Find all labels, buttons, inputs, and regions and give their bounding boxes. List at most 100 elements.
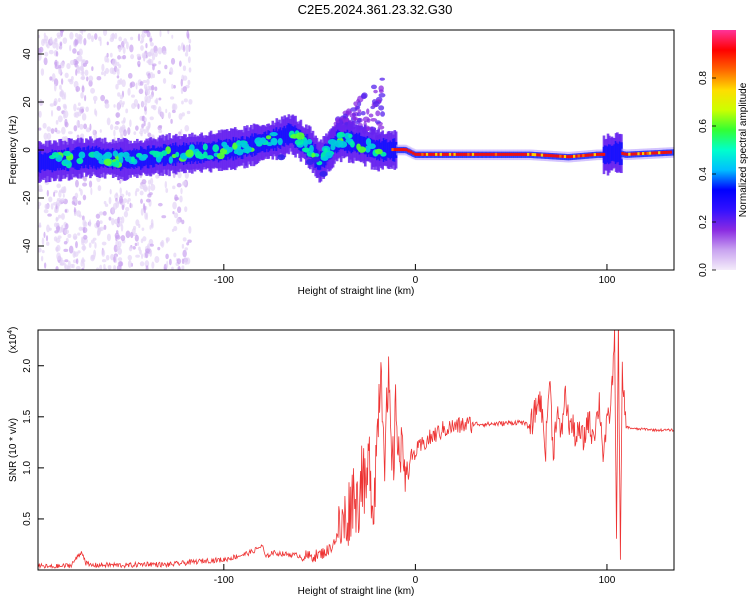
spectrogram-speckle <box>56 244 61 252</box>
spectrogram-speckle <box>139 190 144 196</box>
spectrogram-peak <box>550 154 553 158</box>
spectrogram-speckle <box>127 87 131 96</box>
colorbar-tick-label: 0.0 <box>698 263 709 277</box>
spectrogram-blob <box>216 152 225 160</box>
spectrogram-peak <box>393 148 397 152</box>
spectrogram-peak <box>625 152 629 156</box>
spectrogram-speckle <box>144 99 148 107</box>
spectrogram-peak <box>469 152 472 156</box>
spectrogram-peak <box>623 152 626 156</box>
spectrogram-band-core <box>358 132 362 155</box>
spectrogram-speckle <box>176 182 182 188</box>
spectrogram-band-core <box>248 138 252 154</box>
spectrogram-speckle <box>81 215 85 221</box>
spectrogram-peak <box>540 153 544 157</box>
spectrogram-speckle <box>154 86 158 92</box>
spectrogram-speckle <box>59 189 64 193</box>
spectrogram-speckle <box>109 52 113 58</box>
spectrogram-band-core <box>251 133 254 157</box>
spectrogram-speckle <box>116 246 121 250</box>
spectrogram-speckle <box>77 250 81 254</box>
spectrogram-peak <box>547 154 551 158</box>
spectrogram-speckle <box>58 67 62 75</box>
spectrogram-band-core <box>166 146 170 163</box>
spectrogram-peak <box>554 154 558 158</box>
spectrogram-speckle <box>80 133 85 139</box>
spectrogram-peak <box>552 154 555 158</box>
spectrogram-speckle <box>117 55 121 60</box>
spectrogram-speckle <box>76 107 80 111</box>
colorbar: 0.0 0.2 0.4 0.6 0.8 Normalized spectral ampl… <box>698 30 749 277</box>
spectrogram-speckle <box>61 224 64 233</box>
spectrogram-band-core <box>671 149 674 156</box>
spectrogram-speckle <box>99 38 102 47</box>
spectrogram-band-core <box>209 143 213 160</box>
spectrogram-speckle <box>184 171 189 179</box>
spectrogram-speckle <box>48 227 52 231</box>
spectrogram-speckle <box>168 258 172 266</box>
spectrogram-speckle <box>105 254 110 261</box>
spectrogram-speckle <box>43 57 48 66</box>
spectrogram-band-core <box>384 139 387 161</box>
spectrogram-speckle <box>38 110 42 118</box>
spectrogram-speckle <box>56 105 61 111</box>
spectrogram-speckle <box>55 216 59 222</box>
spectrogram-speckle <box>106 41 109 46</box>
spectrogram-speckle <box>140 253 144 260</box>
spectrogram-plume-mark <box>380 111 386 117</box>
spectrogram-band-core <box>363 136 367 155</box>
spectrogram-speckle <box>140 132 143 137</box>
spectrogram-band-core <box>85 150 88 165</box>
spectrogram-speckle <box>187 79 191 86</box>
spectrogram-speckle <box>106 233 111 242</box>
spectrogram-speckle <box>137 64 141 68</box>
spectrogram-band-core <box>359 136 363 153</box>
spectrogram-blob <box>206 155 214 160</box>
spectrogram-peak <box>635 152 638 156</box>
spectrogram-band-core <box>52 151 56 171</box>
spectrogram-speckle <box>46 189 49 197</box>
spectrogram-speckle <box>171 228 175 232</box>
spectrogram-speckle <box>137 103 140 110</box>
snr-plot-area <box>38 330 674 570</box>
spectrogram-band-core <box>168 145 171 165</box>
spectrogram-speckle <box>58 64 62 69</box>
spectrogram-peak <box>529 152 532 156</box>
spectrogram-blob <box>348 133 353 139</box>
spectrogram-blob <box>325 151 333 159</box>
spectrogram-speckle <box>133 131 137 135</box>
spectrogram-blob <box>323 147 328 154</box>
spectrogram-speckle <box>119 179 122 184</box>
spectrogram-speckle <box>73 103 77 112</box>
spectrogram-peak <box>664 150 668 154</box>
spectrogram-speckle <box>119 94 124 100</box>
spectrogram-speckle <box>48 49 54 55</box>
spectrogram-speckle <box>90 239 95 244</box>
spectrogram-y-tick-label: -40 <box>22 238 33 253</box>
spectrogram-speckle <box>43 32 46 38</box>
spectrogram-band-core <box>275 127 279 152</box>
spectrogram-speckle <box>46 132 52 140</box>
snr-y-multiplier: (x104) <box>7 327 19 354</box>
spectrogram-band-core <box>169 144 173 165</box>
spectrogram-speckle <box>117 79 121 86</box>
spectrogram-speckle <box>68 245 74 254</box>
spectrogram-band-core <box>306 133 309 158</box>
spectrogram-speckle <box>188 226 192 234</box>
spectrogram-band-core <box>148 145 151 169</box>
spectrogram-speckle <box>113 129 116 137</box>
spectrogram-speckle <box>122 46 126 54</box>
spectrogram-speckle <box>158 60 162 65</box>
spectrogram-band-core <box>47 153 51 170</box>
spectrogram-blob <box>306 138 313 145</box>
spectrogram-peak <box>504 152 507 156</box>
spectrogram-band-core <box>83 147 87 169</box>
spectrogram-speckle <box>84 69 89 76</box>
spectrogram-speckle <box>165 108 168 114</box>
spectrogram-speckle <box>90 87 96 94</box>
spectrogram-x-label: Height of straight line (km) <box>298 286 415 297</box>
spectrogram-speckle <box>134 190 138 197</box>
spectrogram-speckle <box>91 66 94 72</box>
spectrogram-peak <box>559 154 562 158</box>
spectrogram-speckle <box>80 92 84 99</box>
